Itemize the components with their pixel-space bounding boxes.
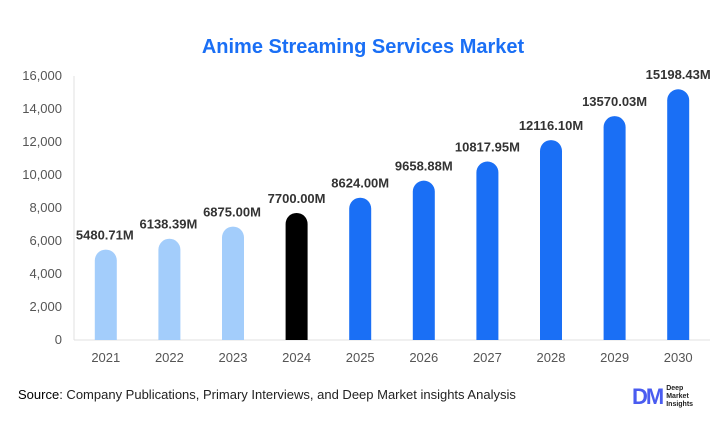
y-tick-label: 12,000	[22, 134, 62, 149]
source-text: : Company Publications, Primary Intervie…	[59, 387, 516, 402]
bar-2021	[94, 249, 117, 340]
source-label: Source	[18, 387, 60, 402]
x-tick-label: 2030	[664, 350, 693, 365]
logo-line: Deep	[666, 385, 684, 392]
logo-mark: DM	[632, 384, 664, 409]
bar-2023	[222, 226, 244, 340]
logo-line: Insights	[666, 401, 694, 408]
chart-title: Anime Streaming Services Market	[201, 36, 525, 58]
y-tick-label: 0	[55, 332, 62, 347]
y-tick-label: 6,000	[29, 233, 62, 248]
x-tick-label: 2022	[155, 350, 184, 365]
data-label: 6138.39M	[139, 217, 197, 232]
x-tick-label: 2027	[473, 350, 502, 365]
data-label: 15198.43M	[646, 67, 711, 82]
y-tick-label: 10,000	[22, 167, 62, 182]
x-tick-label: 2025	[346, 350, 375, 365]
bar-2030	[667, 89, 690, 340]
data-label: 9658.88M	[395, 159, 453, 174]
x-tick-label: 2024	[282, 350, 311, 365]
bar-2024	[285, 212, 308, 340]
data-label: 8624.00M	[331, 176, 389, 191]
data-label: 10817.95M	[455, 140, 520, 155]
logo: DM Deep Market Insights	[632, 384, 693, 410]
data-label: 6875.00M	[203, 205, 261, 220]
x-tick-label: 2023	[219, 350, 248, 365]
bar-2029	[603, 116, 626, 340]
bar-2027	[476, 161, 499, 340]
data-label: 5480.71M	[76, 228, 134, 243]
data-label: 12116.10M	[519, 118, 583, 133]
y-tick-label: 4,000	[29, 266, 62, 281]
logo-text: Deep Market Insights	[666, 385, 693, 409]
y-tick-label: 8,000	[29, 200, 62, 215]
y-tick-label: 14,000	[22, 101, 62, 116]
data-label: 13570.03M	[582, 94, 647, 109]
x-tick-label: 2029	[600, 350, 629, 365]
bar-2025	[349, 197, 372, 340]
x-tick-label: 2026	[409, 350, 438, 365]
bar-2026	[412, 180, 435, 340]
y-tick-label: 2,000	[29, 299, 62, 314]
x-tick-label: 2028	[537, 350, 566, 365]
x-tick-label: 2021	[91, 350, 120, 365]
data-label: 7700.00M	[268, 191, 326, 206]
bar-2022	[158, 238, 181, 340]
source-note: Source: Company Publications, Primary In…	[18, 387, 516, 402]
logo-line: Market	[666, 393, 689, 400]
y-tick-label: 16,000	[22, 68, 62, 83]
bar-2028	[540, 140, 562, 340]
